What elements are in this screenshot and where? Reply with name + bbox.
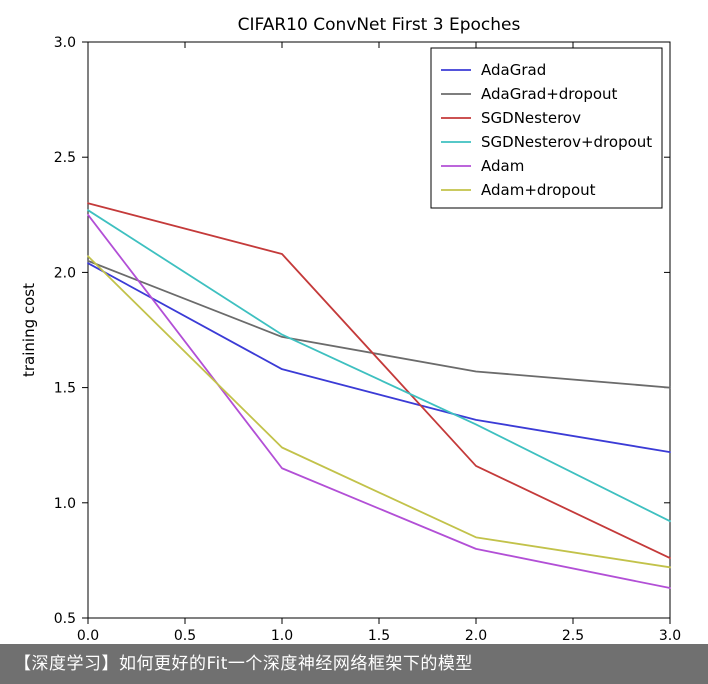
xtick-label: 2.0 xyxy=(465,628,487,644)
xtick-label: 1.0 xyxy=(271,628,293,644)
legend-label: Adam+dropout xyxy=(481,181,596,199)
xtick-label: 0.0 xyxy=(77,628,99,644)
xtick-label: 3.0 xyxy=(659,628,681,644)
line-chart: 0.00.51.01.52.02.53.00.51.01.52.02.53.0C… xyxy=(0,0,708,684)
ytick-label: 0.5 xyxy=(54,611,76,627)
ytick-label: 1.0 xyxy=(54,496,76,512)
ytick-label: 2.0 xyxy=(54,265,76,281)
chart-container: 0.00.51.01.52.02.53.00.51.01.52.02.53.0C… xyxy=(0,0,708,684)
xtick-label: 2.5 xyxy=(562,628,584,644)
ytick-label: 2.5 xyxy=(54,150,76,166)
ytick-label: 3.0 xyxy=(54,35,76,51)
legend-label: SGDNesterov+dropout xyxy=(481,133,652,151)
legend-label: SGDNesterov xyxy=(481,109,581,127)
legend-label: AdaGrad xyxy=(481,61,546,79)
legend-label: AdaGrad+dropout xyxy=(481,85,618,103)
caption-bar: 【深度学习】如何更好的Fit一个深度神经网络框架下的模型 xyxy=(0,644,708,684)
xtick-label: 1.5 xyxy=(368,628,390,644)
chart-title: CIFAR10 ConvNet First 3 Epoches xyxy=(238,15,521,35)
xtick-label: 0.5 xyxy=(174,628,196,644)
caption-text: 【深度学习】如何更好的Fit一个深度神经网络框架下的模型 xyxy=(14,654,473,674)
y-axis-label: training cost xyxy=(20,283,38,377)
legend-label: Adam xyxy=(481,157,524,175)
ytick-label: 1.5 xyxy=(54,381,76,397)
